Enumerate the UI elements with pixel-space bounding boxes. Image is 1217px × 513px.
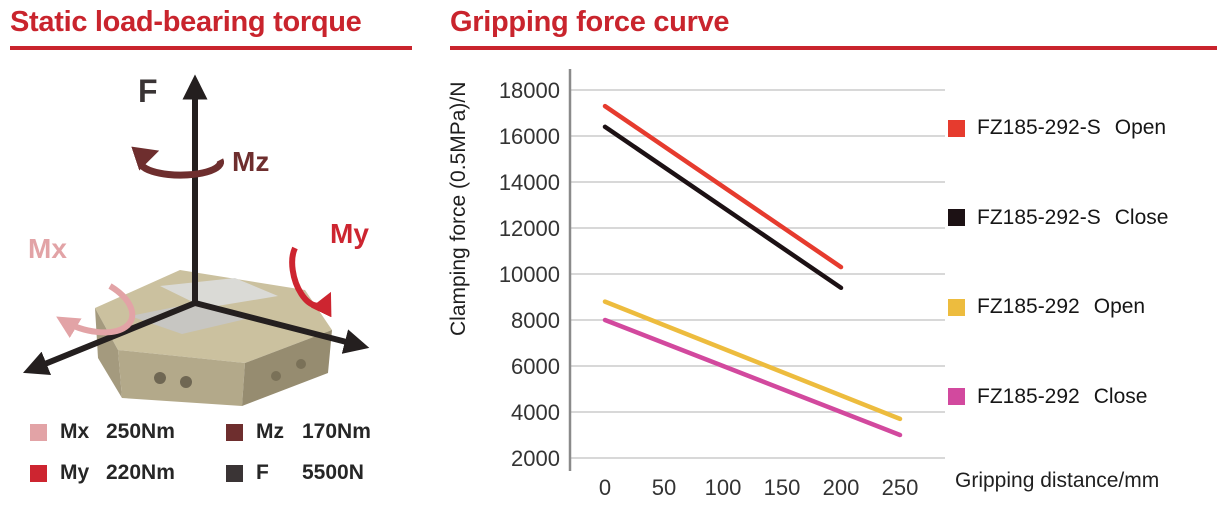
torque-legend-item-my: My 220Nm [30, 461, 226, 485]
gripping-force-title: Gripping force curve [450, 6, 730, 38]
my-rotation-arrow [289, 246, 332, 318]
f-axis-label: F [138, 73, 158, 109]
mz-rotation-arrow [131, 146, 224, 179]
mx-rotation-arrow [56, 283, 136, 339]
legend-model-label: FZ185-292 [977, 384, 1080, 408]
chart-legend-item: FZ185-292 Close [948, 385, 1168, 409]
chart-legend-item: FZ185-292-S Open [948, 116, 1168, 140]
legend-swatch [948, 209, 965, 227]
x-tick-label: 50 [652, 475, 676, 500]
mz-label: Mz [256, 420, 284, 443]
y-tick-label: 8000 [511, 308, 560, 333]
mz-value: 170Nm [302, 420, 371, 443]
legend-state-label: Open [1093, 295, 1146, 319]
x-tick-label: 200 [823, 475, 860, 500]
gripping-force-chart-svg: 2000400060008000100001200014000160001800… [499, 69, 945, 500]
legend-model-label: FZ185-292-S [977, 205, 1101, 229]
y-tick-label: 16000 [499, 124, 560, 149]
x-tick-label: 150 [764, 475, 801, 500]
static-torque-title: Static load-bearing torque [10, 6, 362, 38]
static-torque-title-underline [10, 46, 412, 50]
mx-swatch [30, 423, 47, 441]
my-label: My [60, 461, 90, 484]
legend-state-label: Close [1114, 205, 1169, 229]
legend-state-label: Close [1093, 384, 1148, 408]
series-line-FZ185-292-Open [602, 299, 903, 422]
torque-legend-item-f: F 5500N [226, 461, 371, 485]
mx-label: Mx [60, 420, 90, 443]
y-tick-label: 4000 [511, 400, 560, 425]
my-swatch [30, 464, 47, 482]
mx-axis-arrow [22, 300, 197, 376]
torque-legend: Mx 250Nm Mz 170Nm My 220Nm F 5500N [30, 420, 371, 485]
x-tick-label: 0 [599, 475, 611, 500]
static-torque-panel: Static load-bearing torque [10, 6, 438, 506]
gripping-force-panel: Gripping force curve 2000 4000 6000 8000 100… [447, 6, 1217, 506]
legend-model-label: FZ185-292-S [977, 116, 1101, 139]
my-axis-label: My [330, 218, 369, 249]
f-swatch [226, 464, 243, 482]
legend-swatch [948, 388, 965, 406]
torque-legend-item-mx: Mx 250Nm [30, 420, 226, 444]
torque-legend-item-mz: Mz 170Nm [226, 420, 371, 444]
y-tick-label: 18000 [499, 78, 560, 103]
my-axis-arrow [194, 300, 370, 354]
mx-axis-label: Mx [28, 233, 67, 264]
series-line-FZ185-292-Close [602, 317, 903, 438]
gripping-force-title-underline [450, 46, 1217, 50]
legend-swatch [948, 298, 965, 316]
series-line-FZ185-292-S-Open [602, 103, 844, 270]
my-value: 220Nm [106, 461, 175, 484]
x-tick-label: 100 [705, 475, 742, 500]
f-label: F [256, 461, 269, 484]
y-tick-label: 12000 [499, 216, 560, 241]
gripper-axis-diagram: F Mz My Mx [10, 58, 438, 413]
x-tick-label: 250 [882, 475, 919, 500]
chart-legend: FZ185-292-S Open FZ185-292-S Close FZ185-292… [948, 116, 1168, 409]
chart-legend-item: FZ185-292-S Close [948, 206, 1168, 230]
y-axis-title: Clamping force (0.5MPa)/N [447, 81, 470, 337]
legend-state-label: Open [1114, 116, 1167, 139]
mz-axis-label: Mz [232, 146, 269, 177]
legend-model-label: FZ185-292 [977, 295, 1080, 319]
mx-value: 250Nm [106, 420, 175, 443]
legend-swatch [948, 119, 965, 137]
gripper-body [95, 270, 332, 406]
series-line-FZ185-292-S-Close [602, 124, 844, 291]
f-value: 5500N [302, 461, 364, 484]
y-tick-label: 6000 [511, 354, 560, 379]
mz-swatch [226, 423, 243, 441]
y-tick-label: 14000 [499, 170, 560, 195]
y-tick-label: 2000 [511, 446, 560, 471]
y-tick-label: 10000 [499, 262, 560, 287]
gripping-force-chart: 2000 4000 6000 8000 10000 12000 14000 16000 1800… [447, 61, 1217, 513]
x-axis-title: Gripping distance/mm [955, 469, 1160, 492]
gripper-axis-diagram-svg: F Mz My Mx [22, 73, 370, 406]
chart-legend-item: FZ185-292 Open [948, 295, 1168, 319]
